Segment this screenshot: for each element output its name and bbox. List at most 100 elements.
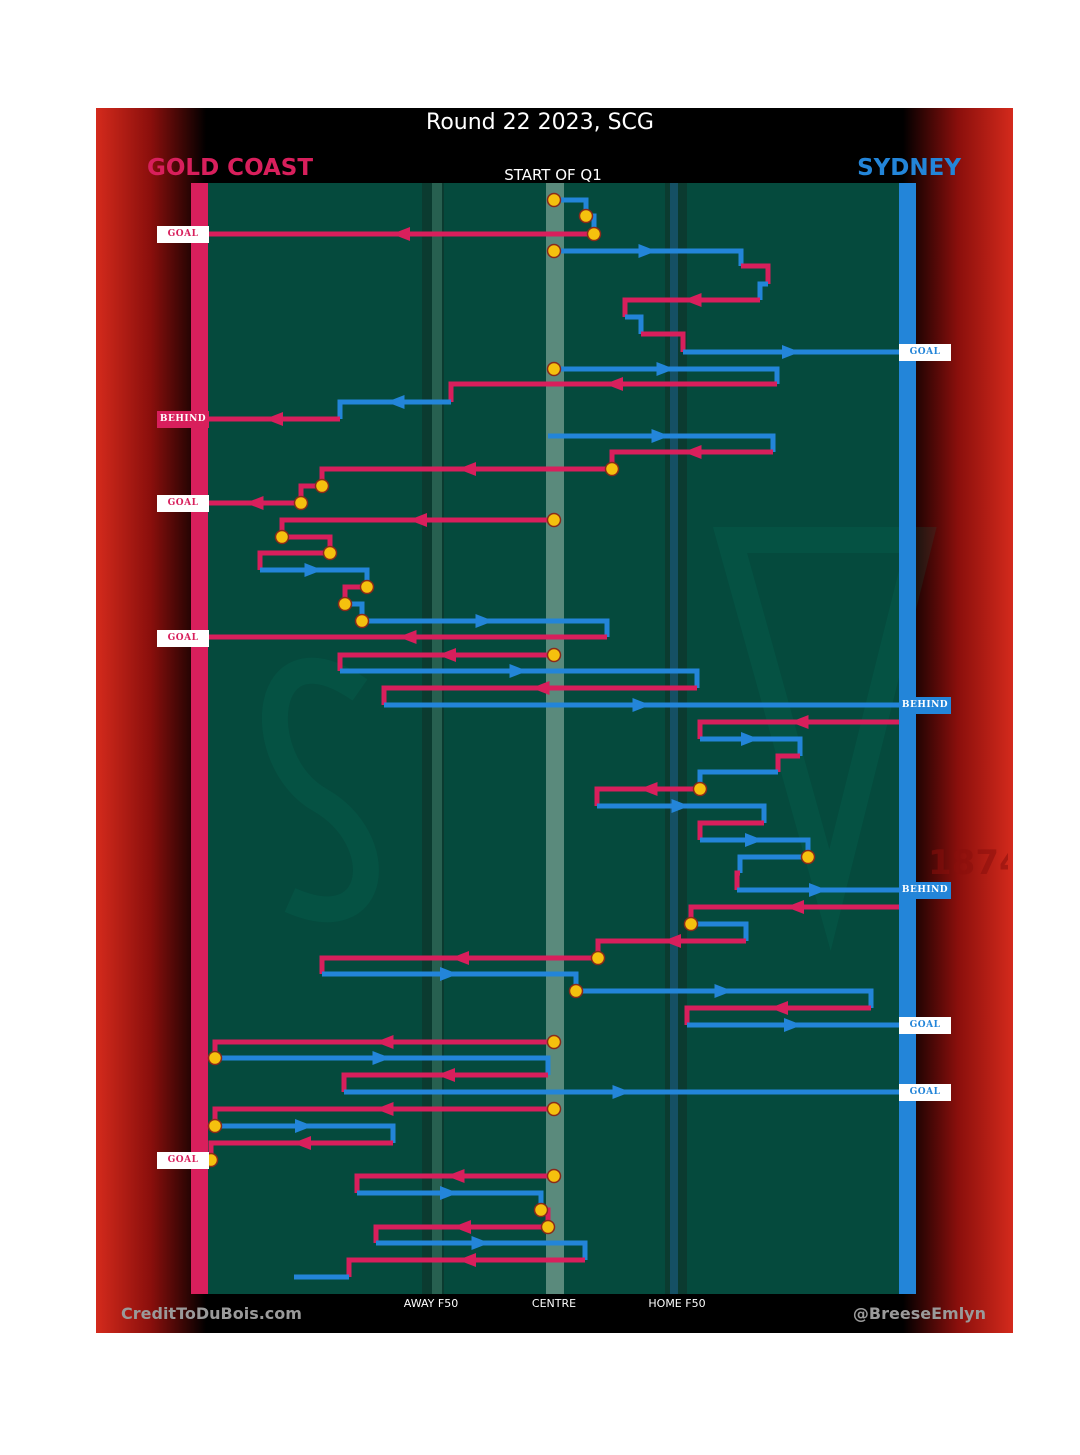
direction-arrow: [392, 227, 410, 241]
flow-away: [257, 550, 330, 570]
direction-arrow: [770, 1001, 788, 1015]
direction-arrow: [790, 715, 809, 729]
home-outcome-tag: BEHIND: [899, 697, 951, 714]
flow-away: [697, 719, 899, 739]
direction-arrow: [475, 614, 494, 628]
stoppage-marker: [354, 613, 370, 629]
direction-arrow: [605, 377, 623, 391]
flow-away: [734, 870, 740, 890]
direction-arrow: [372, 1051, 391, 1065]
away-outcome-tag: GOAL: [157, 1152, 209, 1169]
flow-away: [346, 1257, 585, 1277]
direction-arrow: [440, 967, 458, 981]
home-goal-line: [899, 183, 916, 1294]
stoppage-marker: [546, 1168, 562, 1184]
stoppage-marker: [546, 512, 562, 528]
start-of-quarter-label: START OF Q1: [504, 166, 602, 184]
direction-arrow: [612, 1085, 631, 1099]
flow-home: [700, 736, 803, 756]
stoppage-marker: [207, 1050, 223, 1066]
away-outcome-tag: BEHIND: [157, 411, 209, 428]
home-team-name: SYDNEY: [857, 155, 961, 181]
flow-home: [215, 1123, 396, 1143]
stoppage-marker: [533, 1202, 549, 1218]
flow-away: [448, 381, 777, 402]
flow-home: [757, 281, 768, 300]
watermark-year-text: 1874: [928, 843, 1008, 882]
flow-away: [337, 652, 554, 671]
stoppage-marker: [274, 529, 290, 545]
stoppage-marker: [546, 1101, 562, 1117]
flow-home: [337, 399, 451, 419]
direction-arrow: [293, 1136, 311, 1150]
direction-arrow: [509, 664, 528, 678]
direction-arrow: [375, 1102, 394, 1116]
stoppage-marker: [546, 361, 562, 377]
chart-title: Round 22 2023, SCG: [426, 110, 654, 135]
axis-label-away-f50: AWAY F50: [403, 1297, 459, 1310]
direction-arrow: [440, 1186, 458, 1200]
flow-home: [340, 668, 700, 688]
direction-arrow: [683, 445, 702, 459]
direction-arrow: [745, 833, 763, 847]
flow-home: [362, 618, 610, 637]
home-outcome-tag: GOAL: [899, 1084, 951, 1101]
stoppage-marker: [546, 243, 562, 259]
direction-arrow: [386, 395, 405, 409]
centre-line: [546, 183, 564, 1294]
credit-right: @BreeseEmlyn: [852, 1304, 986, 1323]
stoppage-marker: [314, 478, 330, 494]
flow-away: [775, 753, 800, 772]
flow-home: [691, 921, 749, 941]
flow-home: [576, 988, 874, 1008]
direction-arrow: [304, 563, 323, 577]
direction-arrow: [409, 513, 427, 527]
home-f50-line-inner: [670, 183, 678, 1294]
flow-away: [594, 786, 700, 806]
flow-away: [373, 1224, 548, 1243]
stoppage-marker: [207, 1118, 223, 1134]
direction-arrow: [671, 799, 690, 813]
direction-arrow: [453, 1220, 471, 1234]
direction-arrow: [638, 244, 657, 258]
flow-home: [215, 1055, 551, 1075]
direction-arrow: [531, 681, 550, 695]
direction-arrow: [265, 412, 283, 426]
flow-away: [341, 1072, 548, 1092]
flow-home: [625, 314, 644, 334]
away-outcome-tag: GOAL: [157, 226, 209, 243]
away-f50-line-inner: [432, 183, 442, 1294]
direction-arrow: [446, 1169, 465, 1183]
flow-home: [548, 433, 776, 452]
direction-arrow: [632, 698, 651, 712]
direction-arrow: [295, 1119, 313, 1133]
stoppage-marker: [683, 916, 699, 932]
flow-home: [597, 803, 767, 823]
direction-arrow: [809, 883, 827, 897]
direction-arrow: [471, 1236, 490, 1250]
stoppage-marker: [692, 781, 708, 797]
flow-away: [354, 1173, 554, 1193]
stoppage-marker: [546, 1034, 562, 1050]
stoppage-marker: [604, 461, 620, 477]
away-outcome-tag: GOAL: [157, 630, 209, 647]
flow-away: [697, 820, 764, 840]
direction-arrow: [782, 345, 800, 359]
flow-home: [554, 248, 744, 266]
direction-arrow: [245, 496, 264, 510]
flow-away: [381, 685, 697, 705]
direction-arrow: [639, 782, 658, 796]
stoppage-marker: [586, 226, 602, 242]
flow-home: [376, 1240, 588, 1260]
direction-arrow: [663, 934, 681, 948]
direction-arrow: [458, 462, 476, 476]
stoppage-marker: [540, 1219, 556, 1235]
axis-label-centre: CENTRE: [531, 1297, 577, 1310]
direction-arrow: [683, 293, 702, 307]
flow-away: [741, 263, 771, 284]
direction-arrow: [656, 362, 675, 376]
stoppage-marker: [546, 647, 562, 663]
stoppage-marker: [568, 983, 584, 999]
stoppage-marker: [337, 596, 353, 612]
